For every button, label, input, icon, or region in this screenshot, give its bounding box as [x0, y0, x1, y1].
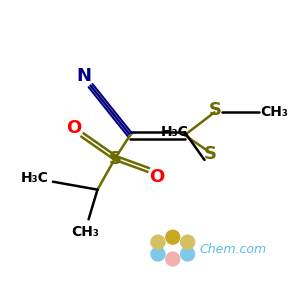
Circle shape [166, 252, 180, 266]
Text: CH₃: CH₃ [260, 105, 288, 119]
Text: H₃C: H₃C [161, 125, 189, 139]
Circle shape [151, 235, 165, 249]
Text: O: O [66, 119, 81, 137]
Text: N: N [76, 67, 91, 85]
Text: CH₃: CH₃ [72, 225, 100, 239]
Text: S: S [204, 145, 217, 163]
Circle shape [151, 247, 165, 261]
Circle shape [181, 235, 195, 249]
Text: S: S [109, 150, 122, 168]
Text: H₃C: H₃C [21, 171, 49, 185]
Text: O: O [149, 168, 165, 186]
Text: S: S [209, 101, 222, 119]
Text: Chem.com: Chem.com [200, 243, 267, 256]
Circle shape [166, 230, 180, 244]
Circle shape [181, 247, 195, 261]
